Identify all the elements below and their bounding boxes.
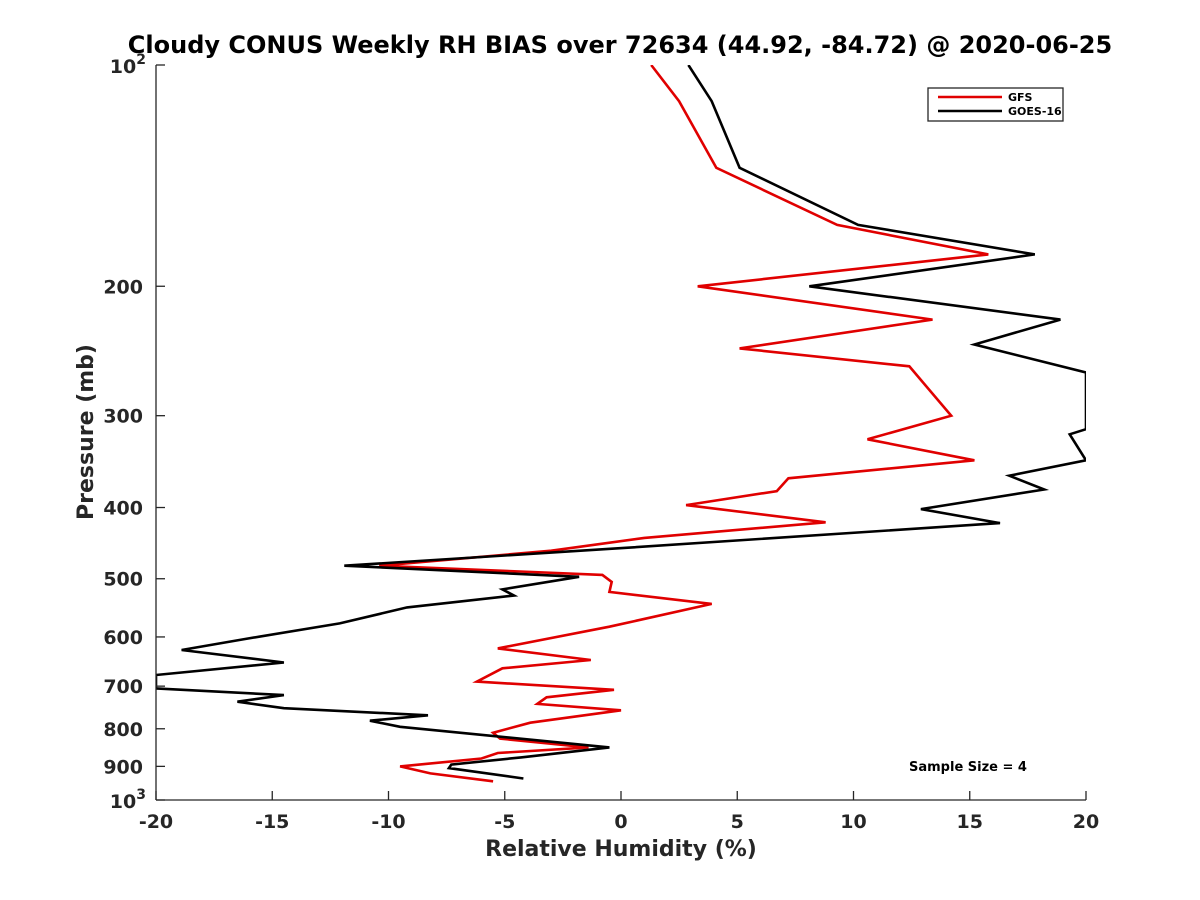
sample-size-annotation: Sample Size = 4 (909, 760, 1027, 775)
y-tick-label: 300 (103, 406, 143, 428)
series-line-goes16 (156, 65, 1086, 780)
x-tick-label: -20 (139, 811, 173, 833)
y-tick-label: 900 (103, 756, 143, 778)
legend-box (927, 87, 1064, 122)
series-line-gfs (379, 65, 989, 783)
x-tick-label: 10 (840, 811, 866, 833)
y-tick-label: 103 (110, 787, 146, 813)
legend-label: GFS (1008, 91, 1033, 104)
y-tick-label: 800 (103, 719, 143, 741)
y-tick-label: 500 (103, 569, 143, 591)
y-tick-label: 600 (103, 627, 143, 649)
x-tick-label: 5 (731, 811, 744, 833)
axes: -20 -15 -10 -5 0 5 10 15 20 102 200 300 400 500 600 700… (103, 52, 1099, 833)
x-axis-label: Relative Humidity (%) (485, 837, 757, 862)
x-tick-label: -15 (255, 811, 289, 833)
x-tick-label: -5 (494, 811, 515, 833)
x-tick-label: -10 (371, 811, 405, 833)
chart-title: Cloudy CONUS Weekly RH BIAS over 72634 (… (128, 31, 1112, 59)
x-tick-label: 20 (1073, 811, 1099, 833)
series-layer (156, 65, 1086, 783)
y-axis-label: Pressure (mb) (74, 344, 99, 520)
y-tick-label: 102 (110, 52, 146, 78)
y-tick-label: 400 (103, 498, 143, 520)
legend-label: GOES-16 (1008, 105, 1062, 118)
x-tick-label: 15 (957, 811, 983, 833)
y-tick-label: 700 (103, 676, 143, 698)
x-tick-label: 0 (614, 811, 627, 833)
y-tick-label: 200 (103, 276, 143, 298)
